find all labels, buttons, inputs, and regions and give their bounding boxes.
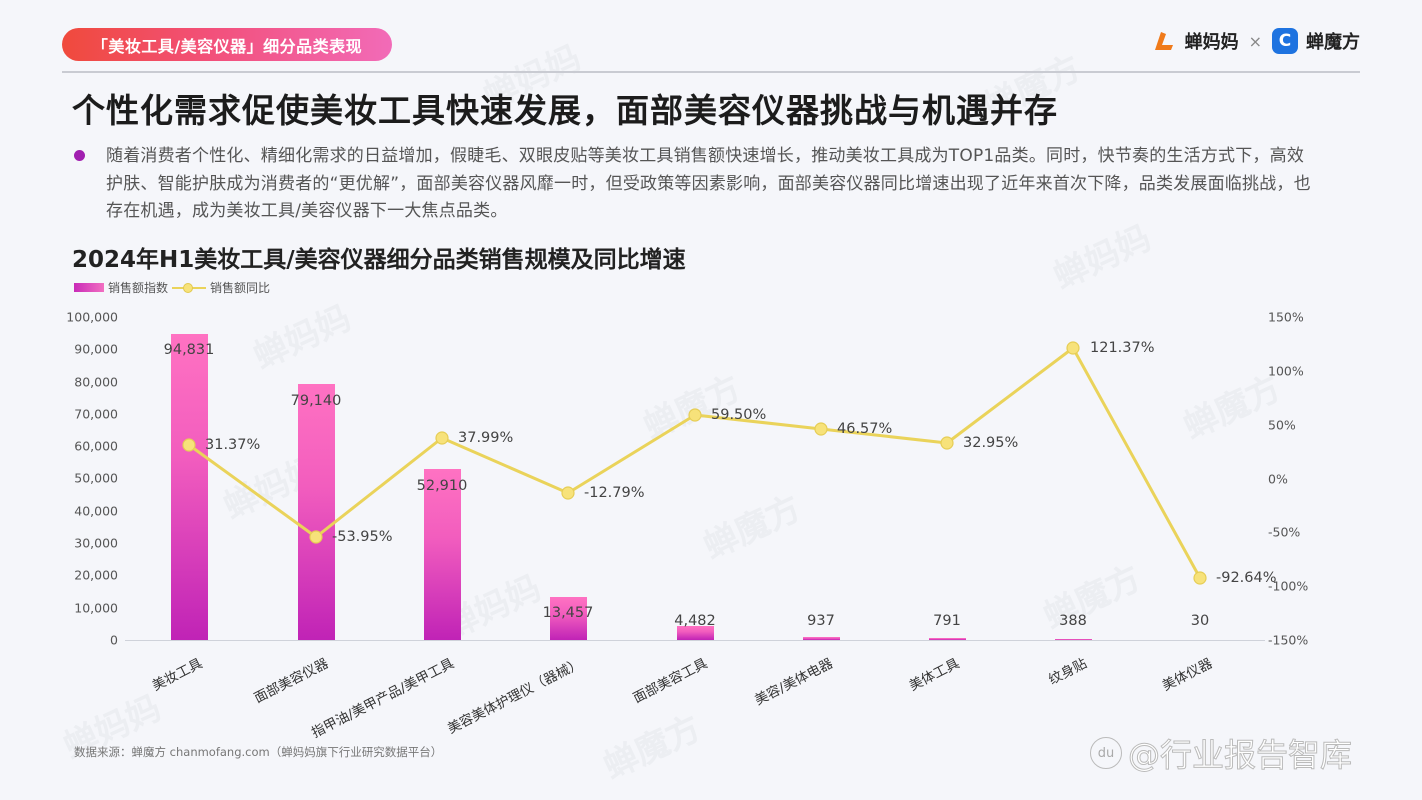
bar-value-label: 52,910 xyxy=(416,478,468,494)
left-axis-tick: 80,000 xyxy=(74,374,118,390)
brand-logos: 蝉妈妈 × C 蝉魔方 xyxy=(1151,28,1360,54)
right-axis-tick: 100% xyxy=(1268,363,1304,379)
line-value-label: 46.57% xyxy=(837,421,893,437)
right-axis-tick: -100% xyxy=(1268,578,1309,594)
bar-value-label: 937 xyxy=(807,613,835,629)
section-pill: 「美妆工具/美容仪器」细分品类表现 xyxy=(62,28,392,61)
left-axis-tick: 50,000 xyxy=(74,470,118,486)
right-axis-tick: 150% xyxy=(1268,309,1304,325)
legend-line-swatch-icon xyxy=(172,282,207,294)
bar xyxy=(171,334,208,640)
line-value-label: 31.37% xyxy=(205,437,261,453)
baidu-watermark: du @行业报告智库 xyxy=(1090,730,1353,776)
right-axis-tick: 50% xyxy=(1268,417,1296,433)
bar xyxy=(677,626,714,640)
legend-bar-label: 销售额指数 xyxy=(108,281,169,295)
bar-value-label: 13,457 xyxy=(542,605,594,621)
line-value-label: -92.64% xyxy=(1216,570,1277,586)
bar xyxy=(424,469,461,640)
logo-chanmofang-text: 蝉魔方 xyxy=(1306,32,1360,53)
legend-line-label: 销售额同比 xyxy=(210,281,271,295)
data-source-note: 数据来源：蝉魔方 chanmofang.com（蝉妈妈旗下行业研究数据平台） xyxy=(74,745,443,759)
left-axis-tick: 90,000 xyxy=(74,341,118,357)
left-axis-tick: 70,000 xyxy=(74,406,118,422)
bar-value-label: 30 xyxy=(1190,613,1210,629)
bar-value-label: 4,482 xyxy=(674,613,716,629)
bar xyxy=(550,597,587,640)
baidu-paw-icon: du xyxy=(1090,737,1122,769)
line-value-label: -12.79% xyxy=(584,485,645,501)
line-value-label: -53.95% xyxy=(332,529,393,545)
logo-chanmama-text: 蝉妈妈 xyxy=(1184,32,1239,53)
left-axis-tick: 20,000 xyxy=(74,567,118,583)
left-axis-tick: 0 xyxy=(110,632,118,648)
logo-separator: × xyxy=(1248,31,1262,51)
bullet-icon xyxy=(74,150,85,161)
header-divider xyxy=(62,71,1360,73)
page-title: 个性化需求促使美妆工具快速发展，面部美容仪器挑战与机遇并存 xyxy=(72,91,1058,130)
bar xyxy=(929,638,966,640)
right-axis-tick: -150% xyxy=(1268,632,1309,648)
bar xyxy=(298,384,335,640)
chanmofang-logo-icon: C xyxy=(1272,28,1298,54)
line-value-label: 121.37% xyxy=(1090,340,1155,356)
left-axis-tick: 40,000 xyxy=(74,503,118,519)
line-value-label: 37.99% xyxy=(458,430,514,446)
x-axis-line xyxy=(125,640,1265,641)
chart-legend: 销售额指数 销售额同比 xyxy=(74,279,270,296)
bar-value-label: 791 xyxy=(933,613,961,629)
chart-title: 2024年H1美妆工具/美容仪器细分品类销售规模及同比增速 xyxy=(72,247,686,273)
right-axis-tick: 0% xyxy=(1268,471,1288,487)
bar-value-label: 94,831 xyxy=(163,342,215,358)
right-axis-tick: -50% xyxy=(1268,524,1301,540)
bar-value-label: 388 xyxy=(1059,613,1087,629)
summary-paragraph: 随着消费者个性化、精细化需求的日益增加，假睫毛、双眼皮贴等美妆工具销售额快速增长… xyxy=(106,146,1311,221)
bar xyxy=(803,637,840,640)
line-value-label: 32.95% xyxy=(963,435,1019,451)
line-value-label: 59.50% xyxy=(711,407,767,423)
legend-bar-swatch-icon xyxy=(74,283,104,292)
bar-value-label: 79,140 xyxy=(290,393,342,409)
bar xyxy=(1055,639,1092,640)
chanmama-logo-icon xyxy=(1151,28,1177,54)
left-axis-tick: 30,000 xyxy=(74,535,118,551)
left-axis-tick: 60,000 xyxy=(74,438,118,454)
left-axis-tick: 100,000 xyxy=(66,309,118,325)
baidu-watermark-text: @行业报告智库 xyxy=(1127,736,1353,775)
left-axis-tick: 10,000 xyxy=(74,600,118,616)
